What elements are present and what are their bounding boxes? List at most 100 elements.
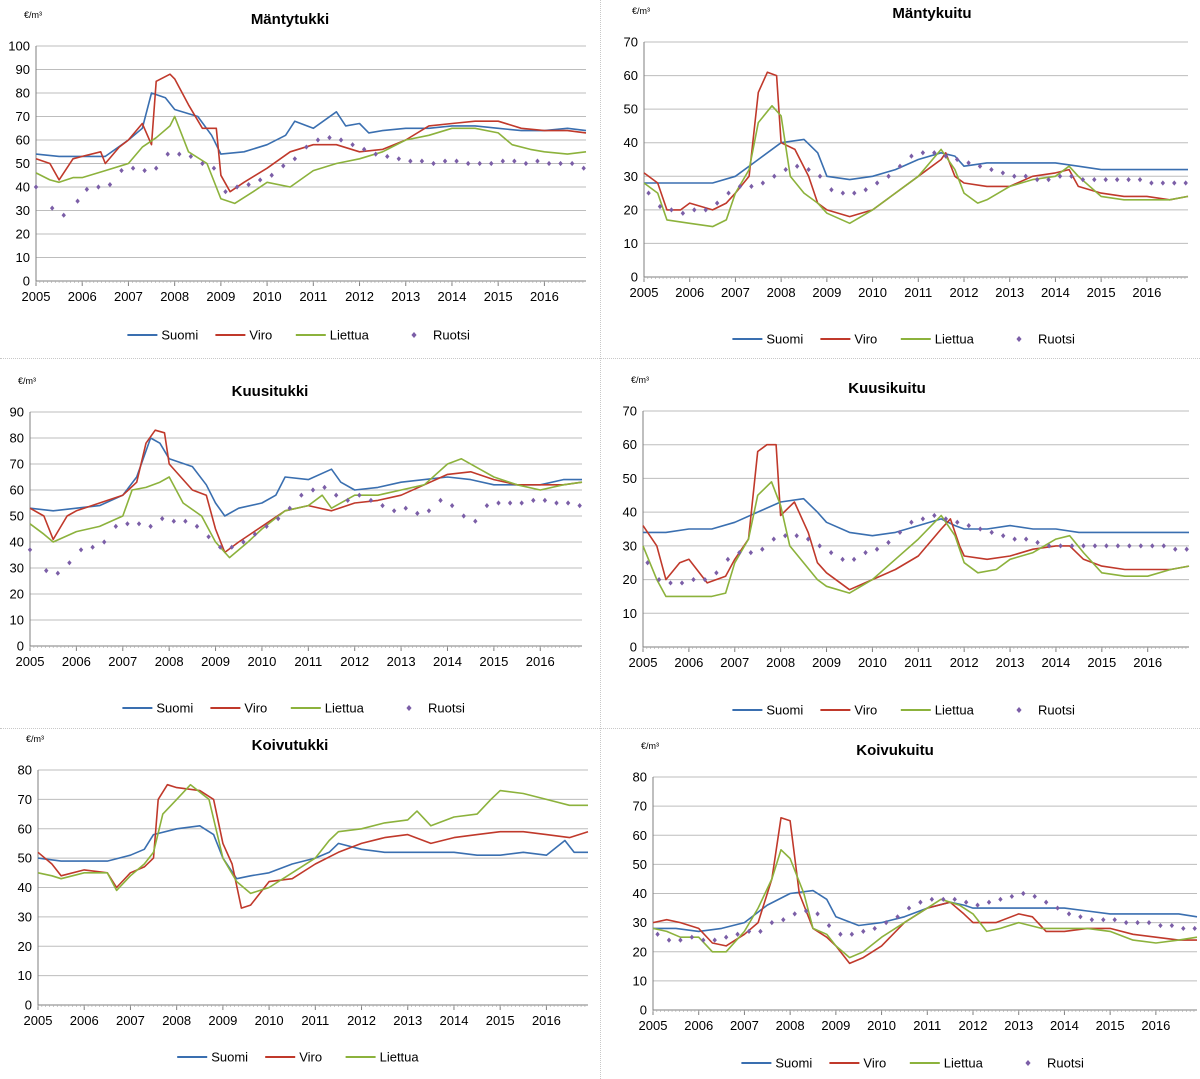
series-ruotsi-point [689, 934, 695, 940]
series-ruotsi-point [565, 500, 571, 506]
x-tick-label: 2010 [253, 289, 282, 304]
series-viro-line [643, 71, 1189, 218]
x-tick-label: 2005 [22, 289, 51, 304]
series-ruotsi-point [333, 492, 339, 498]
series-ruotsi-point [67, 560, 72, 566]
series-ruotsi-point [781, 917, 786, 923]
x-tick-label: 2014 [433, 654, 462, 669]
series-ruotsi-point [1112, 917, 1117, 923]
series-ruotsi-point [861, 928, 866, 934]
x-tick-label: 2012 [347, 1013, 376, 1028]
legend-label: Liettua [944, 1056, 984, 1071]
chart-kuusitukki: €/m³ Kuusitukki 0 10 20 30 40 50 60 70 80 90 2005 200… [0, 358, 600, 728]
series-ruotsi-point [385, 153, 390, 160]
series-ruotsi-point [828, 550, 834, 556]
series-ruotsi-point [863, 187, 868, 193]
legend-label: Liettua [935, 332, 975, 347]
series-ruotsi-point [749, 183, 754, 189]
y-tick-label: 40 [10, 535, 24, 550]
series-ruotsi-point [107, 182, 113, 188]
series-ruotsi-point [142, 167, 147, 174]
y-tick-label: 50 [18, 851, 32, 866]
y-tick-label: 10 [624, 236, 638, 251]
series-ruotsi-point [1181, 925, 1186, 932]
x-tick-label: 2008 [155, 654, 184, 669]
y-unit-label: €/m³ [632, 6, 650, 16]
chart-svg: €/m³ Mäntykuitu 0 10 20 30 40 50 60 70 2005 2006 200… [624, 5, 1189, 347]
series-ruotsi-point [269, 172, 274, 178]
series-ruotsi-point [322, 484, 327, 490]
chart-svg: €/m³ Kuusikuitu 0 10 20 30 40 50 60 70 2005 2006 200… [623, 375, 1190, 718]
x-tick-label: 2008 [162, 1013, 191, 1028]
x-tick-label: 2011 [294, 654, 322, 669]
series-ruotsi-point [655, 931, 660, 937]
series-viro-line [652, 817, 1197, 965]
series-ruotsi-point [1114, 177, 1120, 183]
y-tick-label: 20 [624, 202, 638, 217]
legend-item-suomi: Suomi [732, 703, 803, 718]
legend-item-liettua: Liettua [290, 701, 365, 716]
series-ruotsi-point [895, 914, 900, 920]
y-tick-label: 80 [10, 431, 24, 446]
x-tick-label: 2005 [629, 655, 658, 670]
series-ruotsi-point [165, 151, 170, 157]
series-ruotsi-point [668, 580, 673, 586]
y-tick-label: 60 [18, 821, 32, 836]
series-ruotsi-point [792, 911, 797, 917]
series-ruotsi-point [177, 151, 182, 157]
series-ruotsi-point [1126, 177, 1131, 183]
series-suomi-line [644, 138, 1188, 184]
x-tick-label: 2009 [812, 285, 841, 300]
x-tick-label: 2007 [114, 289, 143, 304]
series-ruotsi-point [851, 556, 857, 562]
series-ruotsi-point [874, 546, 880, 552]
series-ruotsi-point [113, 523, 119, 529]
x-tick-label: 2016 [1133, 655, 1162, 670]
series-ruotsi-point [794, 533, 799, 539]
y-tick-label: 30 [623, 538, 637, 553]
series-ruotsi-point [760, 180, 766, 186]
series-ruotsi-point [679, 580, 685, 586]
series-ruotsi-point [1172, 180, 1177, 186]
series-ruotsi-point [852, 190, 857, 196]
chart-title: Koivutukki [252, 737, 329, 754]
y-tick-label: 50 [16, 156, 30, 171]
series-ruotsi-point [1055, 905, 1060, 911]
chart-title: Mäntytukki [251, 11, 329, 28]
series-ruotsi-point [771, 536, 776, 542]
y-tick-label: 40 [16, 180, 30, 195]
legend-item-viro: Viro [210, 701, 267, 716]
legend-label: Viro [863, 1056, 886, 1071]
series-suomi-line [643, 497, 1189, 537]
series-ruotsi-point [78, 547, 84, 553]
series-ruotsi-point [1066, 911, 1072, 917]
y-tick-label: 100 [8, 39, 30, 54]
y-tick-label: 0 [630, 640, 637, 655]
series-ruotsi-point [1123, 920, 1129, 926]
series-ruotsi-point [454, 158, 459, 164]
series-ruotsi-point [978, 526, 983, 532]
y-tick-label: 0 [17, 639, 24, 654]
x-tick-label: 2006 [62, 654, 91, 669]
x-tick-label: 2016 [526, 654, 555, 669]
legend-item-viro: Viro [820, 703, 877, 718]
series-viro-line [642, 443, 1190, 591]
series-ruotsi-point [691, 576, 696, 583]
x-tick-label: 2010 [858, 655, 887, 670]
series-ruotsi-point [737, 183, 743, 189]
x-tick-label: 2006 [70, 1013, 99, 1028]
chart-kuusikuitu: €/m³ Kuusikuitu 0 10 20 30 40 50 60 70 2005 2006 200… [600, 358, 1200, 728]
series-ruotsi-point [692, 207, 697, 213]
series-ruotsi-point [546, 160, 552, 167]
legend-label: Ruotsi [428, 701, 465, 716]
x-tick-label: 2007 [116, 1013, 145, 1028]
y-tick-label: 10 [16, 250, 30, 265]
legend-marker [1025, 1060, 1031, 1066]
x-tick-label: 2011 [299, 289, 327, 304]
legend-label: Liettua [935, 703, 975, 718]
series-ruotsi-point [977, 163, 983, 169]
series-ruotsi-point [44, 568, 49, 574]
series-ruotsi-point [1069, 173, 1074, 179]
series-ruotsi-point [1184, 546, 1189, 552]
series-liettua-line [643, 105, 1189, 228]
